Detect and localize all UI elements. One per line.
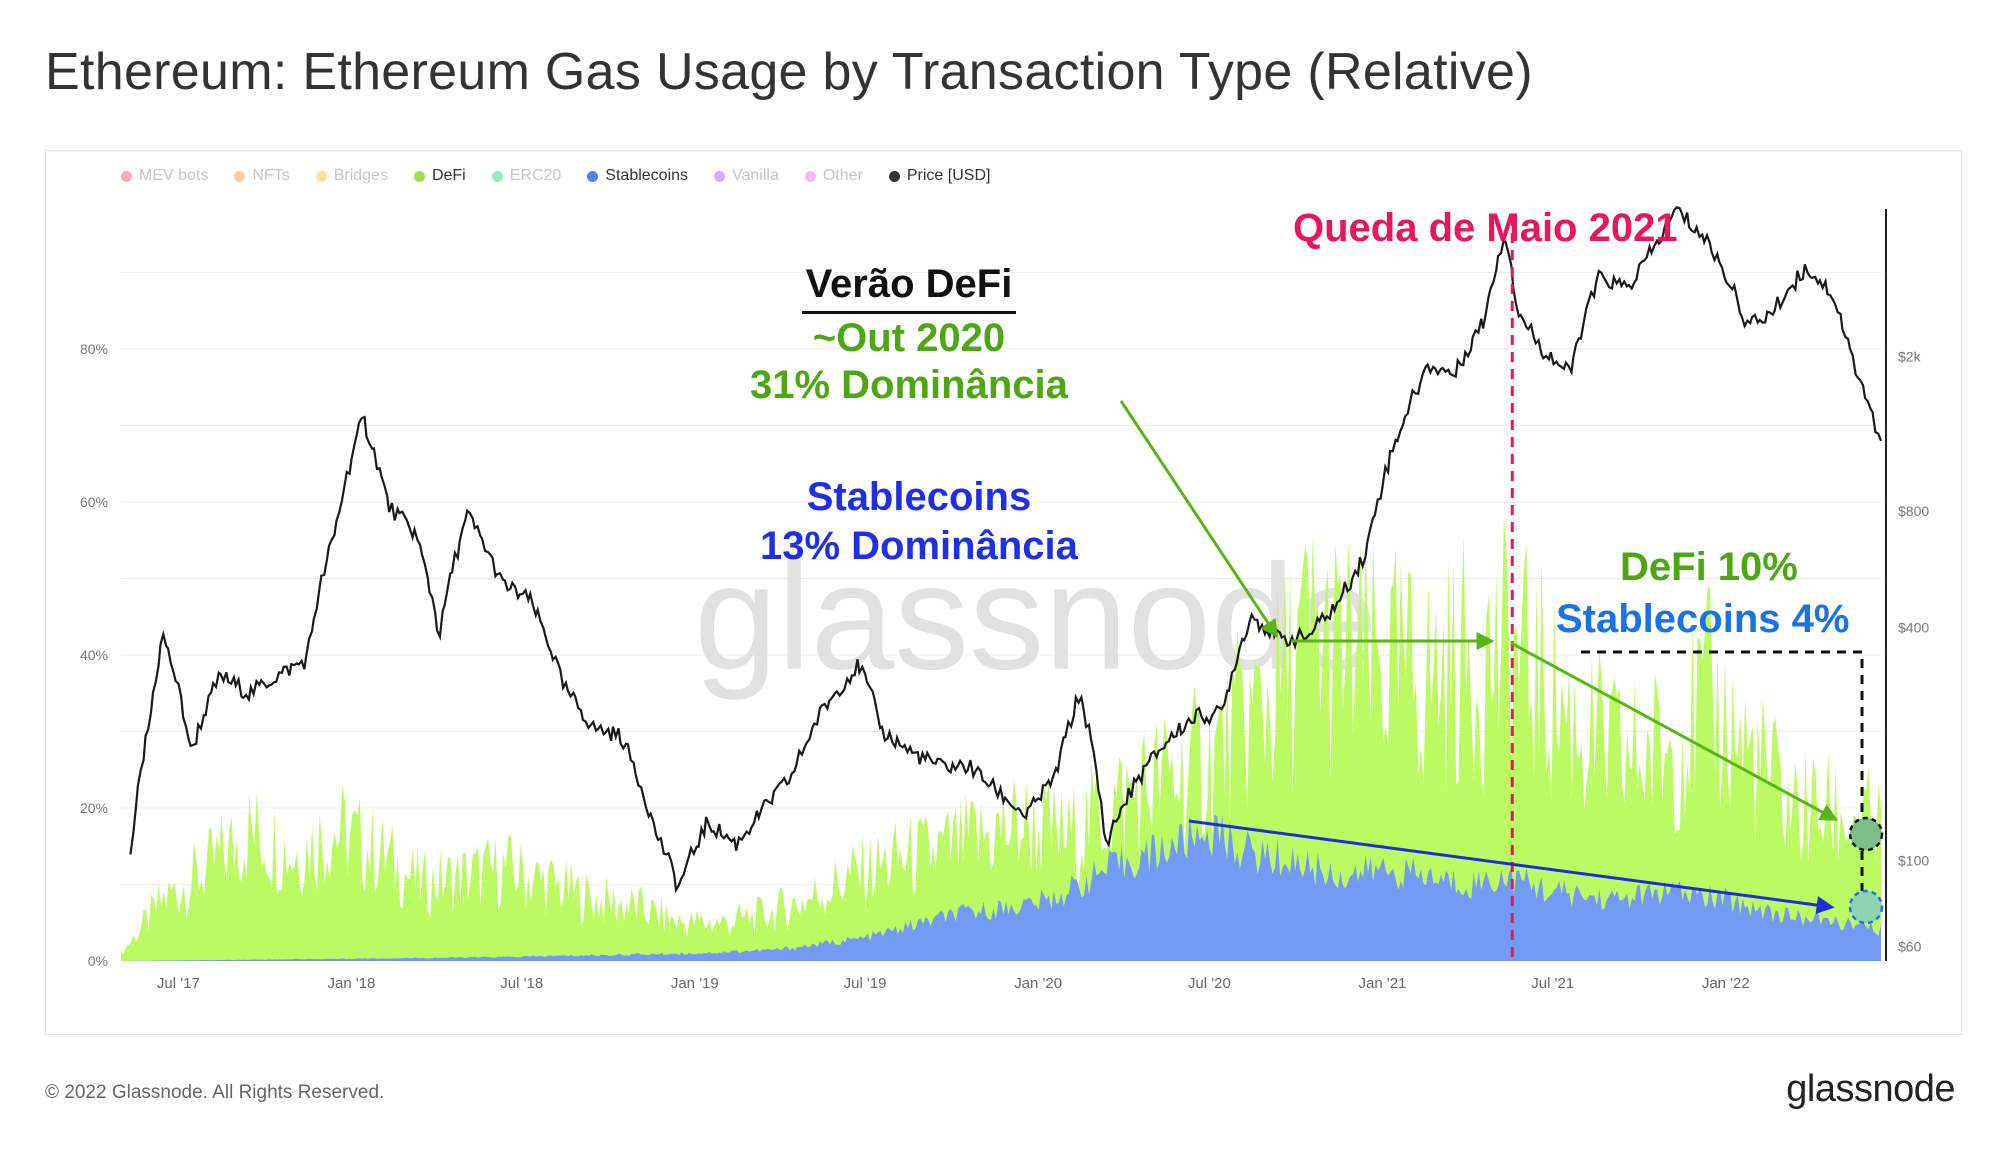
legend-item-stablecoins[interactable]: Stablecoins bbox=[587, 167, 688, 185]
stablecoins-annotation: Stablecoins 13% Dominância bbox=[760, 475, 1078, 569]
legend-item-erc20[interactable]: ERC20 bbox=[491, 167, 562, 185]
legend-marker bbox=[714, 170, 726, 182]
defi-now-marker bbox=[1848, 816, 1884, 852]
price-line bbox=[129, 206, 1883, 894]
y-right-tick-label: $100 bbox=[1898, 852, 1929, 868]
arrow-stablecoins-decline bbox=[1188, 819, 1835, 915]
y-right-tick-label: $800 bbox=[1898, 503, 1929, 519]
legend-marker bbox=[491, 170, 503, 182]
current-value-bracket bbox=[1581, 650, 1864, 891]
chart-plot: glassnode0%20%40%60%80%$60$100$400$800$2… bbox=[80, 206, 1929, 992]
legend-label: Stablecoins bbox=[605, 167, 689, 184]
arrow-defi-summer bbox=[1119, 400, 1278, 639]
x-tick-label: Jan '19 bbox=[671, 975, 719, 992]
y-right-tick-label: $400 bbox=[1898, 619, 1929, 635]
legend-label: Other bbox=[822, 167, 863, 184]
chart-panel: MEV bots NFTs Bridges DeFi ERC20 Stablecoins V… bbox=[45, 150, 1962, 1035]
defi-summer-dominance: 31% Dominância bbox=[750, 363, 1068, 407]
x-tick-label: Jul '20 bbox=[1188, 975, 1231, 992]
legend-item-bridges[interactable]: Bridges bbox=[315, 167, 388, 185]
legend-label: MEV bots bbox=[139, 167, 209, 184]
legend-marker bbox=[234, 170, 246, 182]
stablecoins-now-marker bbox=[1848, 889, 1884, 925]
legend-label: DeFi bbox=[431, 167, 466, 184]
legend-label: NFTs bbox=[252, 167, 290, 184]
legend-label: Vanilla bbox=[732, 167, 779, 184]
legend-marker bbox=[121, 170, 132, 182]
x-tick-label: Jul '17 bbox=[157, 975, 200, 992]
y-left-tick-label: 80% bbox=[80, 341, 108, 357]
legend-marker bbox=[413, 170, 425, 182]
defi-summer-date: ~Out 2020 bbox=[812, 316, 1006, 360]
legend-item-defi[interactable]: DeFi bbox=[413, 167, 466, 185]
y-left-tick-label: 40% bbox=[80, 647, 108, 663]
legend-item-mev-bots[interactable]: MEV bots bbox=[121, 167, 208, 185]
legend-marker bbox=[804, 170, 816, 182]
legend-marker bbox=[888, 170, 900, 182]
stablecoins-title: Stablecoins bbox=[806, 475, 1032, 519]
brand-logo: glassnode bbox=[1786, 1068, 1955, 1110]
legend-label: ERC20 bbox=[509, 167, 562, 184]
defi-summer-title: Verão DeFi bbox=[801, 262, 1017, 314]
x-tick-label: Jan '20 bbox=[1014, 975, 1062, 992]
chart-title: Ethereum: Ethereum Gas Usage by Transact… bbox=[45, 43, 1533, 101]
legend: MEV bots NFTs Bridges DeFi ERC20 Stablecoins V… bbox=[121, 167, 990, 185]
x-tick-label: Jan '18 bbox=[328, 975, 376, 992]
legend-marker bbox=[315, 170, 327, 182]
arrow-defi-decline bbox=[1510, 641, 1839, 821]
stablecoins-now-label: Stablecoins 4% bbox=[1556, 597, 1850, 641]
defi-summer-annotation: Verão DeFi ~Out 2020 31% Dominância bbox=[750, 262, 1068, 408]
x-tick-label: Jul '19 bbox=[844, 975, 887, 992]
y-left-tick-label: 0% bbox=[88, 953, 108, 969]
x-tick-label: Jul '18 bbox=[500, 975, 543, 992]
y-right-tick-label: $2k bbox=[1898, 349, 1922, 365]
stablecoins-area bbox=[121, 814, 1881, 961]
legend-item-vanilla[interactable]: Vanilla bbox=[714, 167, 779, 185]
y-left-tick-label: 20% bbox=[80, 800, 108, 816]
x-tick-label: Jan '21 bbox=[1358, 975, 1406, 992]
legend-label: Bridges bbox=[333, 167, 388, 184]
legend-item-nfts[interactable]: NFTs bbox=[234, 167, 290, 185]
legend-marker bbox=[587, 170, 599, 182]
x-tick-label: Jan '22 bbox=[1702, 975, 1750, 992]
y-left-tick-label: 60% bbox=[80, 494, 108, 510]
y-right-tick-label: $60 bbox=[1898, 938, 1922, 954]
defi-now-label: DeFi 10% bbox=[1620, 545, 1798, 589]
x-tick-label: Jul '21 bbox=[1531, 975, 1574, 992]
crash-label: Queda de Maio 2021 bbox=[1293, 206, 1678, 250]
stablecoins-dominance: 13% Dominância bbox=[760, 524, 1078, 568]
legend-item-price-usd[interactable]: Price [USD] bbox=[888, 167, 991, 185]
defi-area bbox=[121, 519, 1881, 961]
legend-label: Price [USD] bbox=[906, 167, 991, 184]
copyright: © 2022 Glassnode. All Rights Reserved. bbox=[45, 1082, 385, 1103]
legend-item-other[interactable]: Other bbox=[804, 167, 863, 185]
